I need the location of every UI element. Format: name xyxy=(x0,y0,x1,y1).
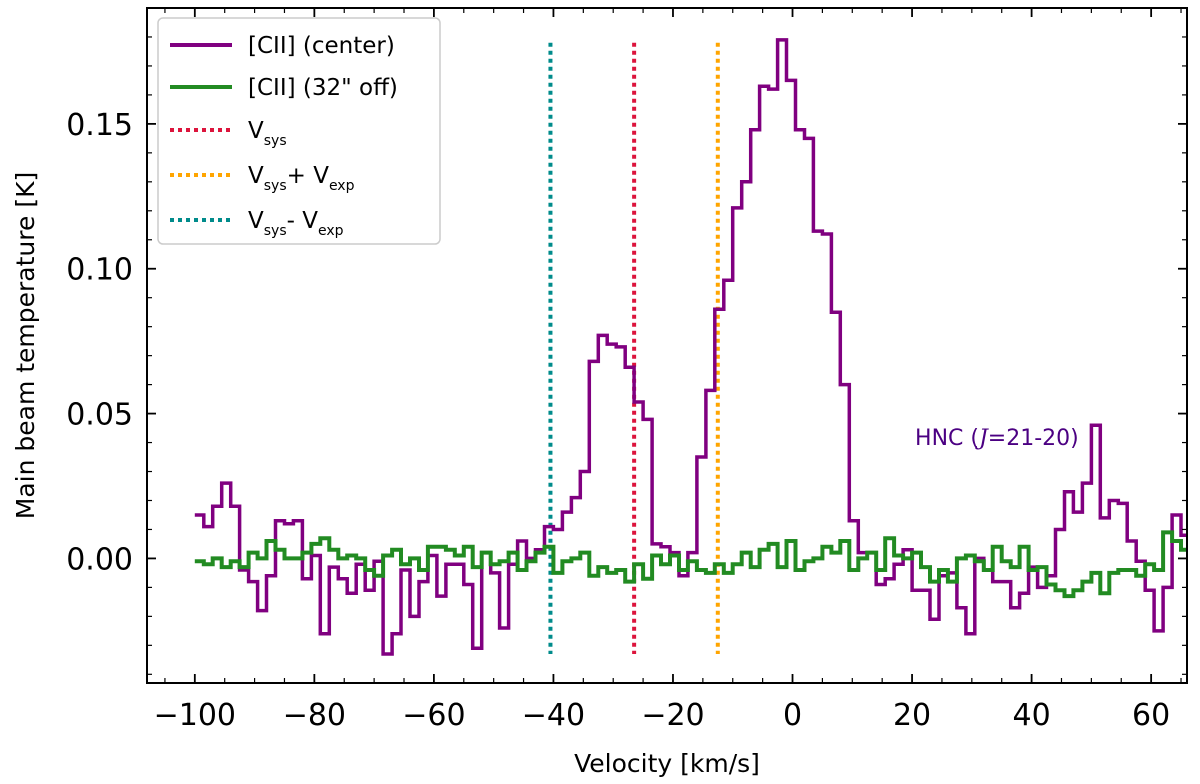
x-tick-label: −20 xyxy=(641,698,704,733)
y-tick-label: 0.15 xyxy=(66,108,133,143)
x-axis-label: Velocity [km/s] xyxy=(574,749,760,778)
legend-box xyxy=(157,17,441,245)
legend-entry-label: Vsys- Vexp xyxy=(248,208,344,239)
annotations: HNC (J=21-20) xyxy=(915,426,1079,451)
legend-entry-label: Vsys+ Vexp xyxy=(248,163,355,194)
x-tick-label: −80 xyxy=(283,698,346,733)
legend: [CII] (center) [CII] (32" off) Vsys Vsys+ V… xyxy=(157,17,441,245)
x-tick-label: 40 xyxy=(1013,698,1051,733)
y-tick-label: 0.10 xyxy=(66,253,133,288)
y-axis-label: Main beam temperature [K] xyxy=(11,172,40,520)
y-tick-label: 0.00 xyxy=(66,542,133,577)
y-tick-label: 0.05 xyxy=(66,398,133,433)
legend-entry-label: [CII] (32" off) xyxy=(248,75,398,101)
legend-entry-label: [CII] (center) xyxy=(248,33,395,59)
x-tick-label: −40 xyxy=(522,698,585,733)
annotation-hnc: HNC (J=21-20) xyxy=(915,426,1079,451)
x-tick-label: 60 xyxy=(1132,698,1170,733)
plot-area xyxy=(194,38,1187,656)
x-tick-label: −100 xyxy=(154,698,236,733)
plot-frame xyxy=(146,7,1188,684)
x-axis-ticks: −100 −80 −60 −40 −20 0 20 40 60 xyxy=(154,8,1182,733)
series-line-center xyxy=(194,38,1187,656)
series-line-offset xyxy=(194,530,1187,599)
legend-entry-label: Vsys xyxy=(248,118,287,149)
x-tick-label: 20 xyxy=(893,698,931,733)
y-axis-ticks: 0.00 0.05 0.10 0.15 xyxy=(66,36,1187,675)
x-tick-label: 0 xyxy=(783,698,802,733)
x-tick-label: −60 xyxy=(402,698,465,733)
